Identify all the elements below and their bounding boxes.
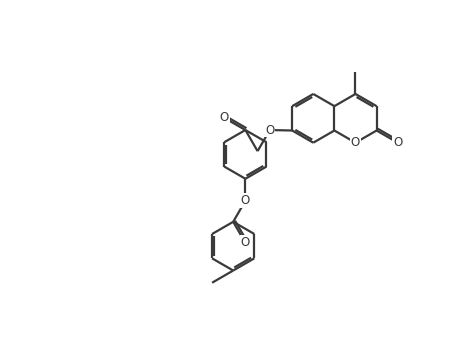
- Text: O: O: [264, 124, 274, 137]
- Text: O: O: [350, 136, 359, 149]
- Text: O: O: [392, 136, 402, 149]
- Text: O: O: [240, 194, 250, 207]
- Text: O: O: [219, 111, 229, 124]
- Text: O: O: [240, 237, 250, 250]
